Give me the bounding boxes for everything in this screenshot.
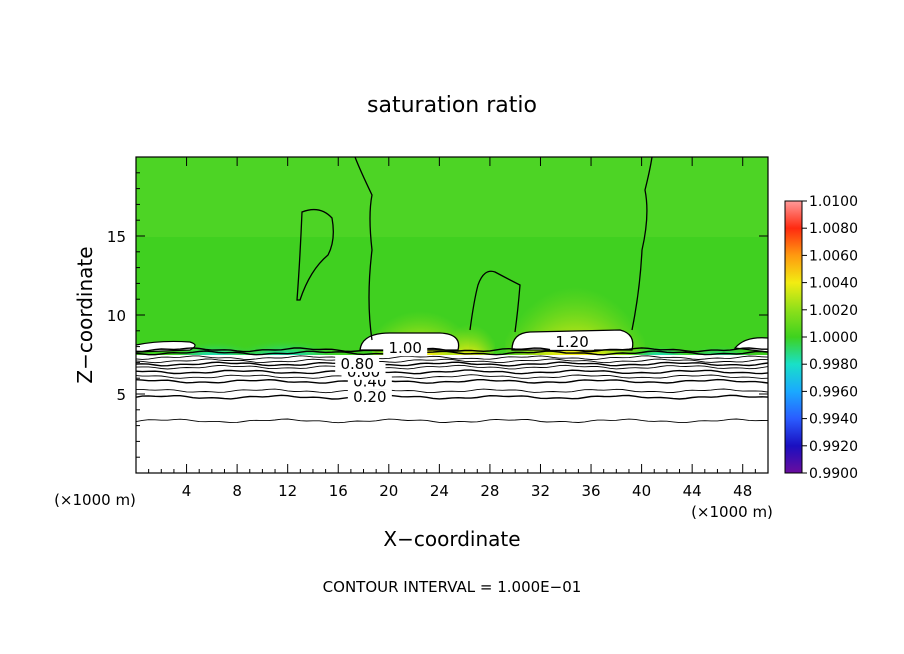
contour-label-bg <box>335 355 380 372</box>
contour-line <box>136 350 768 356</box>
colorbar-label: 1.0020 <box>809 303 858 319</box>
colorbar-label: 0.9940 <box>809 412 858 428</box>
x-tick-label: 48 <box>733 482 752 500</box>
contour-label: 0.20 <box>353 388 386 406</box>
y-axis-label: Z−coordinate <box>73 246 97 383</box>
x-tick-label: 24 <box>430 482 449 500</box>
contour-label-bg <box>383 340 428 357</box>
x-axis: 4 8 12 16 20 24 28 32 36 40 44 48 <box>148 157 756 500</box>
contour-line <box>136 364 768 370</box>
colorbar-label: 0.9960 <box>809 384 858 400</box>
contour-line <box>136 355 768 360</box>
heatmap-field <box>136 157 768 473</box>
colorbar-label: 0.9900 <box>809 466 858 482</box>
y-tick-label: 5 <box>116 386 126 404</box>
contour-label: 1.20 <box>555 333 588 351</box>
x-tick-label: 32 <box>531 482 550 500</box>
y-axis: 5 10 15 <box>107 172 768 458</box>
contour-labels: 0.200.400.600.801.001.20 <box>335 333 595 406</box>
contour-interval-note: CONTOUR INTERVAL = 1.000E−01 <box>323 578 582 596</box>
x-tick-label: 8 <box>232 482 242 500</box>
contour-lines <box>136 347 768 424</box>
chart-title: saturation ratio <box>367 93 537 118</box>
x-tick-label: 12 <box>278 482 297 500</box>
y-tick-label: 10 <box>107 307 126 325</box>
colorbar: 0.9900 0.9920 0.9940 0.9960 0.9980 1.0000 1.00… <box>784 194 858 482</box>
contour-label: 0.80 <box>340 355 373 373</box>
x-tick-label: 36 <box>581 482 600 500</box>
contour-line <box>136 358 768 364</box>
colorbar-label: 0.9980 <box>809 357 858 373</box>
x-tick-label: 28 <box>480 482 499 500</box>
x-tick-label: 4 <box>182 482 192 500</box>
x-tick-label: 44 <box>683 482 702 500</box>
contour-line <box>136 418 768 424</box>
contour-label: 1.00 <box>389 339 422 357</box>
x-tick-label: 16 <box>329 482 348 500</box>
colorbar-label: 1.0000 <box>809 330 858 346</box>
colorbar-label: 1.0080 <box>809 221 858 237</box>
contour-label-bg <box>550 333 595 350</box>
x-unit-label-left: (×1000 m) <box>54 491 136 509</box>
x-unit-label-right: (×1000 m) <box>691 503 773 521</box>
colorbar-label: 1.0100 <box>809 194 858 210</box>
x-tick-label: 20 <box>379 482 398 500</box>
colorbar-label: 1.0060 <box>809 248 858 264</box>
contour-line <box>136 388 768 394</box>
contour-line <box>136 361 768 367</box>
x-tick-label: 40 <box>632 482 651 500</box>
contour-line <box>136 369 768 375</box>
colorbar-label: 1.0040 <box>809 276 858 292</box>
y-tick-label: 15 <box>107 228 126 246</box>
colorbar-label: 0.9920 <box>809 439 858 455</box>
contour-label-bg <box>347 389 392 406</box>
contour-line <box>136 347 768 353</box>
contour-line <box>136 374 768 379</box>
x-axis-label: X−coordinate <box>383 527 520 551</box>
contour-line <box>136 378 768 384</box>
contour-line <box>136 394 768 400</box>
